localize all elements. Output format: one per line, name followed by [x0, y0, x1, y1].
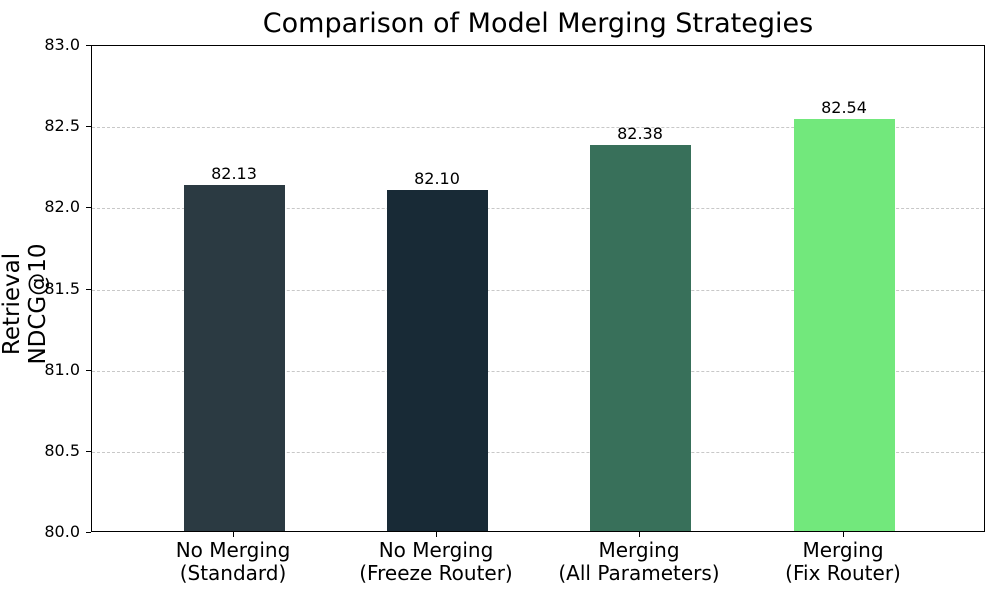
- bar: [386, 190, 488, 531]
- x-tick-mark: [436, 532, 437, 537]
- bar: [589, 144, 691, 531]
- grid-line: [92, 208, 984, 210]
- bar-value-label: 82.54: [821, 97, 867, 117]
- y-tick-mark: [86, 207, 91, 209]
- y-tick-label: 82.5: [44, 116, 80, 136]
- chart-title: Comparison of Model Merging Strategies: [262, 8, 814, 39]
- y-tick-label: 80.5: [44, 440, 80, 460]
- x-tick-label: No Merging (Freeze Router): [359, 538, 513, 585]
- grid-line: [92, 127, 984, 129]
- x-tick-label: No Merging (Standard): [175, 538, 291, 585]
- x-tick-mark: [639, 532, 640, 537]
- x-tick-mark: [233, 532, 234, 537]
- y-tick-mark: [86, 45, 91, 46]
- y-tick-label: 81.0: [44, 359, 80, 379]
- grid-line: [92, 370, 984, 372]
- x-tick-mark: [843, 532, 844, 537]
- plot-area: 82.13 82.10 82.38 82.54: [91, 45, 985, 532]
- y-tick-label: 82.0: [44, 197, 80, 217]
- y-tick-label: 81.5: [44, 278, 80, 298]
- bar-value-label: 82.10: [414, 169, 460, 189]
- y-tick-mark: [86, 288, 91, 290]
- bar-value-label: 82.13: [211, 164, 257, 184]
- y-tick-mark: [86, 369, 91, 371]
- grid-line: [92, 451, 984, 453]
- grid-line: [92, 289, 984, 291]
- y-tick-label: 83.0: [44, 35, 80, 54]
- bar: [183, 185, 285, 531]
- x-tick-label: Merging (Fix Router): [785, 538, 901, 585]
- y-tick-mark: [86, 532, 91, 533]
- bar-value-label: 82.38: [617, 123, 663, 143]
- y-tick-mark: [86, 450, 91, 452]
- y-tick-mark: [86, 126, 91, 128]
- y-tick-label: 80.0: [44, 522, 80, 541]
- bar: [793, 118, 895, 531]
- x-tick-label: Merging (All Parameters): [558, 538, 720, 585]
